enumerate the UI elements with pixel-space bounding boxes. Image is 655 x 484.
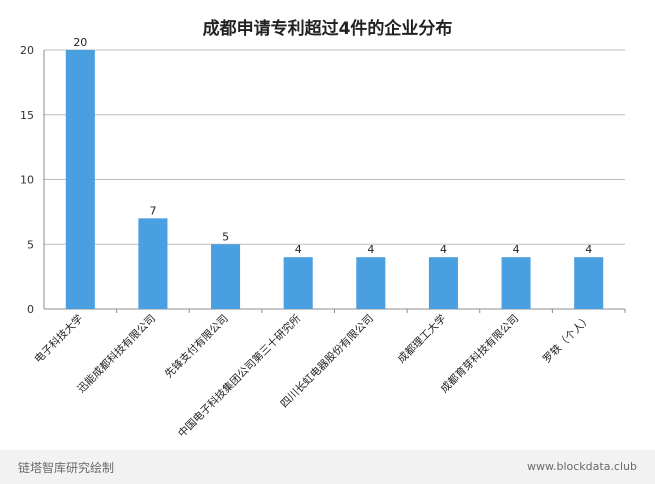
bar — [211, 244, 241, 309]
y-tick-label: 15 — [20, 109, 34, 122]
y-tick-label: 5 — [27, 238, 34, 251]
data-label: 7 — [149, 204, 156, 217]
y-tick-label: 0 — [27, 303, 34, 316]
data-label: 5 — [222, 230, 229, 243]
chart-title: 成都申请专利超过4件的企业分布 — [202, 19, 453, 39]
footer-credit: 链塔智库研究绘制 — [18, 461, 115, 475]
x-tick-label: 罗轶（个人） — [540, 312, 594, 366]
bar-chart: 0 5 10 15 20 20 电子科技大学 7 迅能成都科技有限公司 5 先锋支付有限公司 4 中国… — [20, 36, 626, 440]
x-tick-label: 先锋支付有限公司 — [162, 312, 231, 381]
bar — [283, 257, 313, 309]
footer-website-link[interactable]: www.blockdata.club — [527, 460, 637, 473]
y-tick-label: 20 — [20, 44, 34, 57]
data-label: 4 — [585, 243, 592, 256]
data-label: 4 — [295, 243, 302, 256]
x-tick-label: 迅能成都科技有限公司 — [75, 312, 158, 395]
x-tick-label: 成都理工大学 — [395, 312, 449, 366]
bar — [65, 50, 95, 309]
bar — [501, 257, 531, 309]
x-tick-label: 成都育芽科技有限公司 — [438, 312, 521, 395]
y-tick-label: 10 — [20, 174, 34, 187]
data-label: 4 — [367, 243, 374, 256]
grid-layer — [44, 49, 625, 245]
bar — [428, 257, 458, 309]
bar — [138, 218, 168, 309]
bar-layer — [65, 50, 604, 309]
bar — [574, 257, 604, 309]
data-label: 20 — [73, 36, 87, 49]
label-layer: 20 电子科技大学 7 迅能成都科技有限公司 5 先锋支付有限公司 4 中国电子科技集团公司第… — [32, 36, 594, 440]
x-tick-label: 中国电子科技集团公司第三十研究所 — [175, 312, 303, 440]
data-label: 4 — [440, 243, 447, 256]
bar — [356, 257, 386, 309]
footer-bar: 链塔智库研究绘制 www.blockdata.club — [0, 450, 655, 484]
data-label: 4 — [513, 243, 520, 256]
x-tick-label: 电子科技大学 — [32, 312, 86, 366]
